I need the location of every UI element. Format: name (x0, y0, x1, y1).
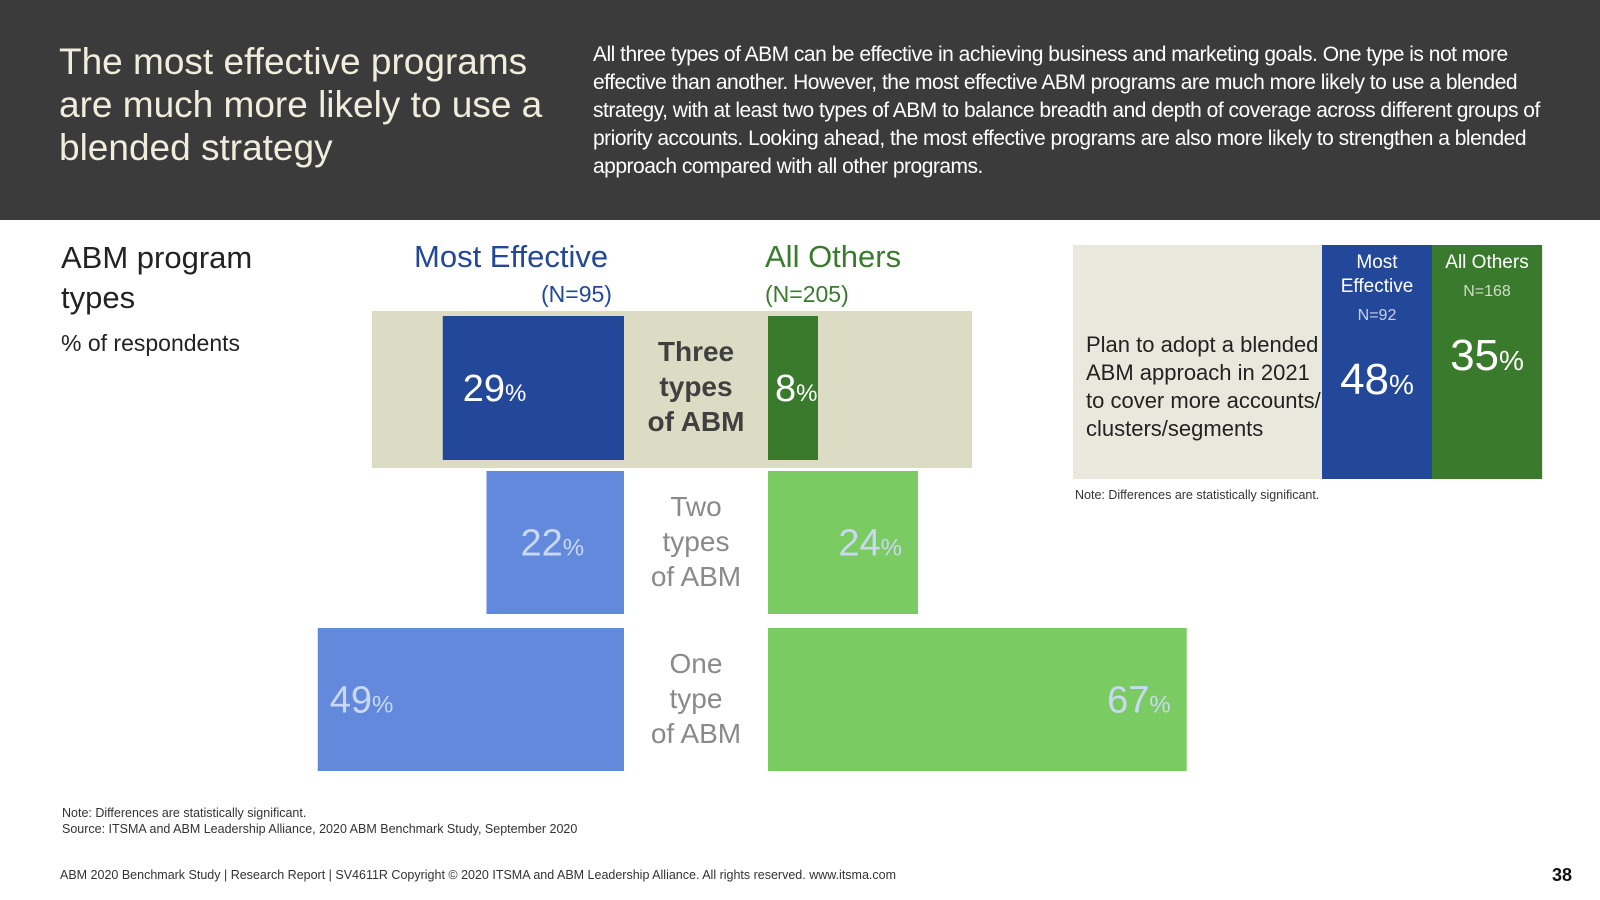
page-number: 38 (1551, 865, 1572, 885)
category-label: types (663, 526, 730, 557)
header-banner: The most effective programs are much mor… (0, 0, 1600, 220)
category-label: types (659, 371, 732, 402)
table-col2-head: All Others (1445, 252, 1529, 273)
table-col1-value: 48 (1340, 355, 1390, 404)
page-title: The most effective programs are much mor… (59, 41, 543, 168)
chart-note: Note: Differences are statistically sign… (62, 806, 307, 820)
bar-all-others (768, 316, 818, 460)
table-col2-n: N=168 (1463, 283, 1511, 300)
table-col-most-effective: Most Effective N=92 48% (1322, 245, 1432, 479)
all-others-heading: All Others (765, 239, 902, 274)
category-label: One (670, 648, 723, 679)
category-label: type (670, 683, 723, 714)
category-label: Two (670, 491, 721, 522)
bar-most-effective (317, 628, 624, 771)
category-label: of ABM (648, 406, 745, 437)
most-effective-n: (N=95) (541, 281, 612, 307)
table-col2-value: 35 (1450, 331, 1500, 380)
table-col2-value-wrap: 35% (1432, 331, 1542, 381)
bar-most-effective (442, 316, 624, 460)
chart-section-subtitle: % of respondents (61, 330, 241, 356)
table-col2-unit: % (1499, 345, 1524, 376)
footer-copyright: ABM 2020 Benchmark Study | Research Repo… (60, 868, 897, 882)
bar-all-others (768, 471, 918, 614)
category-label: of ABM (651, 718, 741, 749)
table-col1-head: Most Effective (1340, 252, 1414, 297)
all-others-n: (N=205) (765, 281, 849, 307)
bar-most-effective (486, 471, 624, 614)
category-label: Three (658, 336, 734, 367)
value-label-all-others: 24% (838, 523, 902, 565)
table-col1-unit: % (1389, 369, 1414, 400)
table-col1-value-wrap: 48% (1322, 355, 1432, 405)
table-note: Note: Differences are statistically sign… (1075, 488, 1320, 502)
chart-source: Source: ITSMA and ABM Leadership Allianc… (62, 822, 578, 836)
most-effective-heading: Most Effective (414, 239, 609, 274)
blended-plan-label: Plan to adopt a blended ABM approach in … (1086, 332, 1321, 441)
table-col1-n: N=92 (1357, 307, 1397, 324)
bar-all-others (768, 628, 1187, 771)
header-description: All three types of ABM can be effective … (593, 43, 1540, 178)
chart-section-title: ABM program types (61, 240, 253, 315)
category-label: of ABM (651, 561, 741, 592)
table-col-all-others: All Others N=168 35% (1432, 245, 1542, 479)
